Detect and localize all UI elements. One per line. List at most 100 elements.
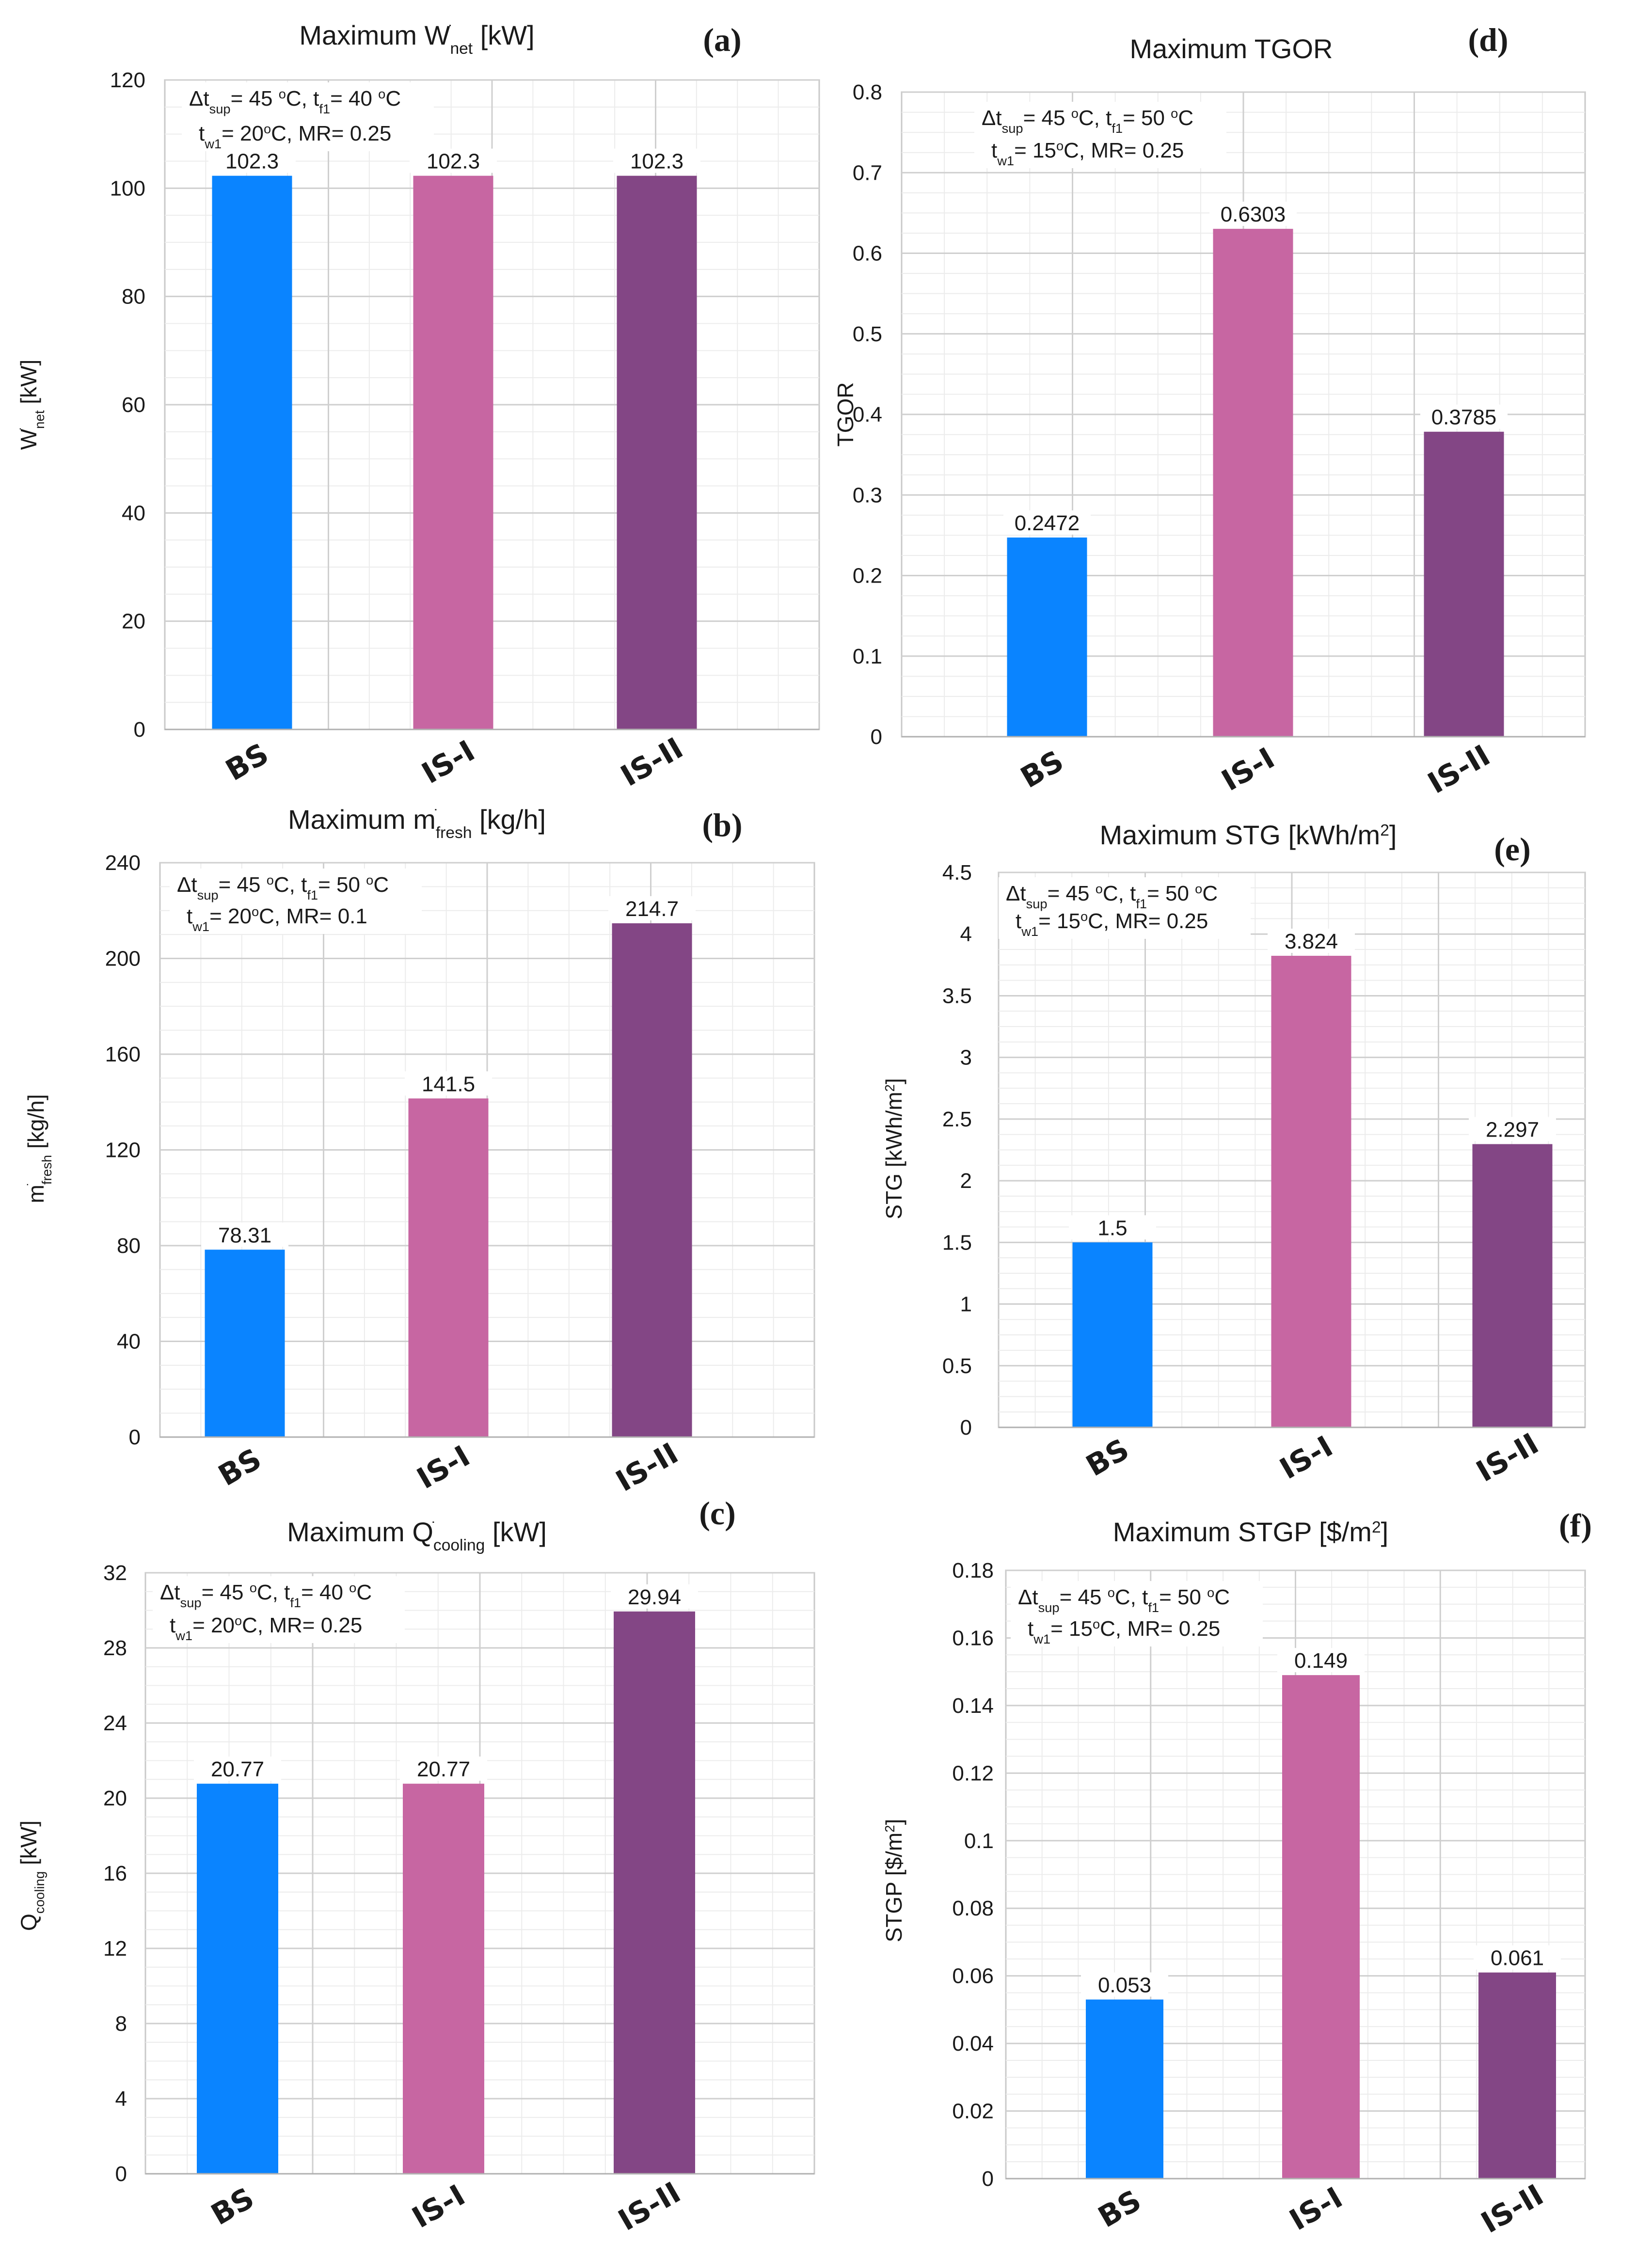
data-label-background	[1268, 929, 1355, 953]
data-label: 102.3	[630, 150, 683, 174]
y-tick-label: 0.6	[853, 242, 882, 266]
data-label-background	[405, 1071, 492, 1096]
chart-title: Maximum STGP [$/m2]	[1113, 1517, 1388, 1547]
y-tick-label: 0.5	[942, 1354, 972, 1378]
data-label-background	[1474, 1945, 1561, 1970]
annotation-line-1: Δtsup= 45 oC, tf1= 50 oC	[1006, 881, 1218, 911]
annotation-line-2: tw1= 20oC, MR= 0.25	[199, 121, 391, 151]
data-label: 29.94	[628, 1585, 681, 1609]
data-label-background	[400, 1756, 487, 1781]
bar-is-ii	[1424, 431, 1504, 737]
y-axis-label: ṁfresh [kg/h]	[23, 1094, 54, 1203]
y-tick-label: 0.16	[952, 1626, 994, 1650]
y-tick-label: 24	[103, 1711, 127, 1735]
bar-is-i	[1271, 956, 1351, 1427]
bar-bs	[205, 1250, 285, 1437]
chart-title: Maximum ṁfresh [kg/h]	[288, 804, 546, 842]
y-tick-label: 3.5	[942, 984, 972, 1008]
bar-is-i	[1213, 229, 1293, 737]
annotation-line-1: Δtsup= 45 oC, tf1= 40 oC	[189, 86, 401, 116]
bar-bs	[1086, 1999, 1163, 2179]
y-tick-label: 0.04	[952, 2032, 994, 2056]
x-tick-label: IS-II	[1422, 739, 1496, 801]
chart-title: Maximum Ẇnet [kW]	[299, 20, 534, 58]
data-label: 1.5	[1097, 1216, 1127, 1240]
bar-bs	[1072, 1242, 1153, 1427]
y-tick-label: 0.4	[853, 403, 882, 427]
data-label: 0.6303	[1221, 203, 1286, 226]
x-tick-label: BS	[1093, 2183, 1147, 2234]
data-label: 78.31	[218, 1223, 271, 1247]
x-tick-label: IS-II	[615, 731, 689, 793]
data-label-background	[410, 148, 497, 173]
bar-bs	[197, 1784, 278, 2174]
panel-label: (c)	[699, 1495, 735, 1532]
chart-panel-c: 0 4 8 12 16 20 24 28 32 20.77 BS 20.77 IS-I 29.94 IS-I…	[16, 1495, 815, 2238]
data-label-background	[1069, 1215, 1156, 1240]
annotation-background	[1011, 1581, 1263, 1646]
annotation-background	[153, 1576, 405, 1643]
x-tick-label: IS-II	[1471, 1427, 1544, 1489]
data-label-background	[194, 1756, 281, 1781]
data-label-background	[1209, 202, 1297, 226]
y-tick-label: 0	[982, 2167, 994, 2191]
x-tick-label: IS-I	[1284, 2181, 1349, 2237]
y-tick-label: 0.06	[952, 1964, 994, 1988]
x-tick-label: IS-II	[610, 1437, 684, 1499]
y-tick-label: 100	[110, 176, 145, 200]
data-label-background	[608, 896, 696, 920]
x-tick-label: BS	[1080, 1432, 1135, 1483]
x-tick-label: BS	[1015, 744, 1069, 795]
data-label-background	[208, 148, 296, 173]
y-tick-label: 0	[129, 1425, 141, 1449]
annotation-line-2: tw1= 15oC, MR= 0.25	[991, 138, 1184, 168]
data-label: 0.3785	[1431, 406, 1497, 429]
data-label: 0.053	[1098, 1973, 1151, 1997]
bar-bs	[1007, 538, 1087, 737]
y-tick-label: 2	[960, 1169, 972, 1193]
y-tick-label: 0	[960, 1416, 972, 1439]
y-tick-label: 120	[105, 1139, 141, 1162]
panel-label: (f)	[1559, 1507, 1592, 1544]
y-tick-label: 80	[117, 1234, 141, 1258]
y-axis-label: TGOR	[833, 382, 858, 447]
panel-label: (d)	[1468, 21, 1508, 58]
chart-title: Maximum Q̇cooling [kW]	[287, 1517, 547, 1554]
y-tick-label: 1.5	[942, 1231, 972, 1254]
y-tick-label: 0	[134, 718, 145, 742]
data-label: 20.77	[417, 1757, 470, 1781]
y-tick-label: 0	[871, 725, 882, 749]
data-label: 214.7	[625, 897, 679, 921]
y-axis-label: Ẇnet [kW]	[16, 360, 47, 450]
data-label: 0.2472	[1015, 511, 1080, 535]
y-tick-label: 60	[122, 393, 145, 417]
y-tick-label: 1	[960, 1293, 972, 1316]
y-tick-label: 16	[103, 1862, 127, 1885]
x-tick-label: IS-II	[613, 2176, 686, 2238]
chart-panel-f: 0 0.02 0.04 0.06 0.08 0.1 0.12 0.14 0.16 0.18 0.05…	[881, 1507, 1592, 2240]
y-tick-label: 20	[122, 610, 145, 633]
data-label: 0.061	[1491, 1946, 1544, 1970]
chart-title: Maximum STG [kWh/m2]	[1100, 820, 1397, 850]
y-tick-label: 0.12	[952, 1761, 994, 1785]
annotation-line-2: tw1= 15oC, MR= 0.25	[1028, 1616, 1220, 1646]
annotation-line-2: tw1= 15oC, MR= 0.25	[1016, 909, 1208, 939]
y-tick-label: 20	[103, 1787, 127, 1810]
data-label: 20.77	[211, 1757, 264, 1781]
y-tick-label: 32	[103, 1561, 127, 1585]
x-tick-label: IS-I	[1274, 1429, 1339, 1486]
annotation-line-2: tw1= 20oC, MR= 0.1	[187, 904, 367, 934]
y-tick-label: 0.5	[853, 322, 882, 346]
data-label: 2.297	[1486, 1118, 1539, 1142]
chart-panel-e: 0 0.5 1 1.5 2 2.5 3 3.5 4 4.5 1.5 BS 3.824 IS-I 2.297 I…	[881, 820, 1586, 1489]
y-tick-label: 0.02	[952, 2100, 994, 2123]
annotation-background	[170, 869, 422, 934]
y-tick-label: 40	[117, 1330, 141, 1354]
panel-label: (a)	[703, 21, 741, 58]
y-tick-label: 0.14	[952, 1694, 994, 1718]
x-tick-label: IS-I	[416, 734, 481, 791]
y-axis-label: Qcooling [kW]	[16, 1820, 47, 1931]
y-tick-label: 3	[960, 1046, 972, 1070]
bar-is-ii	[617, 175, 697, 729]
